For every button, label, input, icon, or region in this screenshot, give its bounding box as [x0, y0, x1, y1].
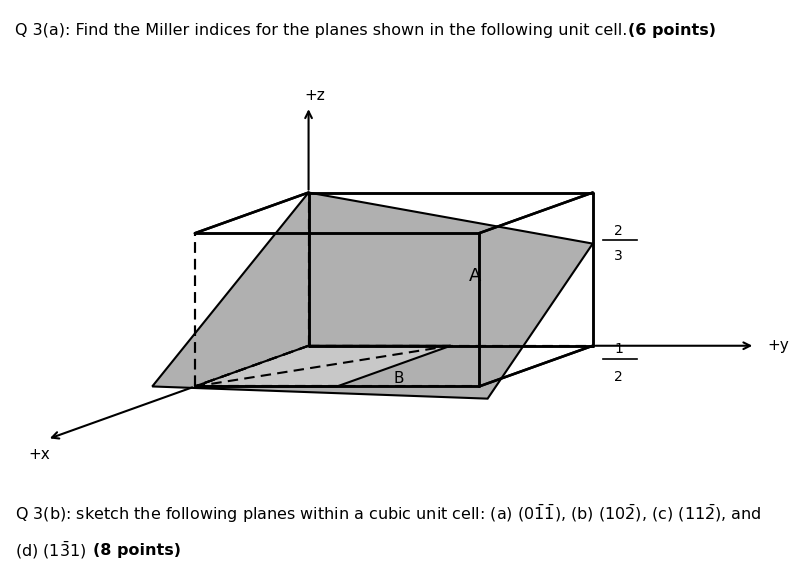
Text: 2: 2	[614, 224, 622, 238]
Text: 3: 3	[614, 249, 622, 263]
Text: +z: +z	[304, 87, 325, 103]
Text: +y: +y	[766, 338, 788, 353]
Text: 2: 2	[614, 370, 622, 384]
Text: Q 3(a): Find the Miller indices for the planes shown in the following unit cell.: Q 3(a): Find the Miller indices for the …	[15, 23, 631, 38]
Text: (8 points): (8 points)	[93, 543, 181, 558]
Text: A: A	[469, 267, 481, 285]
Text: (6 points): (6 points)	[628, 23, 715, 38]
Text: (d) (1$\bar{3}$1): (d) (1$\bar{3}$1)	[15, 540, 92, 561]
Polygon shape	[195, 346, 450, 387]
Polygon shape	[152, 193, 592, 399]
Text: 1: 1	[614, 342, 622, 356]
Text: B: B	[393, 371, 403, 386]
Text: +x: +x	[28, 447, 49, 462]
Text: Q 3(b): sketch the following planes within a cubic unit cell: (a) (0$\bar{1}\bar: Q 3(b): sketch the following planes with…	[15, 503, 761, 525]
